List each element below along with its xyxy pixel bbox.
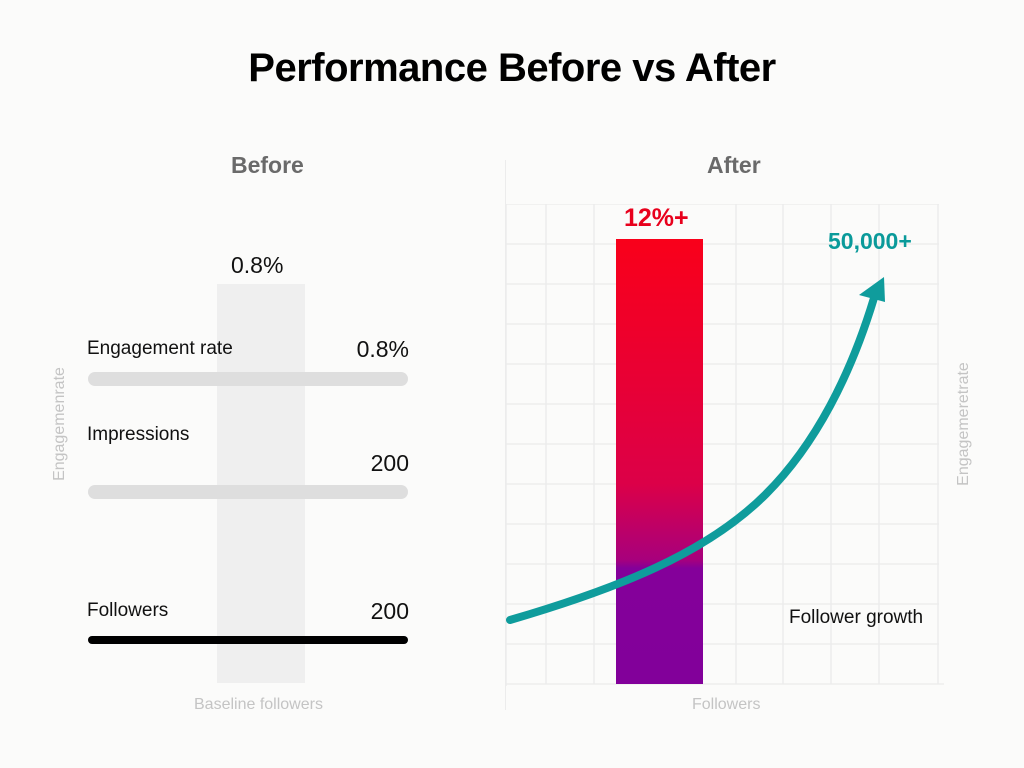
- engagement-rate-value: 0.8%: [356, 336, 409, 362]
- engagement-bar: [616, 239, 703, 684]
- engagement-bar-value: 12%+: [624, 204, 689, 232]
- followers-label: Followers: [87, 600, 169, 621]
- follower-growth-value: 50,000+: [828, 228, 912, 254]
- followers-bar: [88, 636, 408, 644]
- impressions-label: Impressions: [87, 424, 190, 445]
- follower-growth-legend: Follower growth: [789, 607, 924, 628]
- impressions-value: 200: [370, 450, 409, 476]
- engagement-rate-bar: [88, 372, 408, 386]
- after-panel-title: After: [707, 152, 761, 178]
- baseline-value-label: 0.8%: [231, 252, 284, 278]
- grid-lines: [506, 204, 944, 686]
- before-y-axis-label: Engagemenrate: [51, 367, 68, 481]
- baseline-column: [217, 284, 305, 683]
- after-chart-plot: [506, 204, 944, 686]
- after-y-axis-label: Engagemeretrate: [955, 362, 972, 486]
- before-panel-title: Before: [231, 152, 304, 178]
- impressions-bar: [88, 485, 408, 499]
- before-x-axis-label: Baseline followers: [194, 696, 323, 713]
- engagement-rate-label: Engagement rate: [87, 338, 233, 359]
- followers-value: 200: [370, 598, 409, 624]
- follower-growth-curve: [506, 294, 878, 624]
- chart-title: Performance Before vs After: [248, 46, 776, 90]
- arrow-head-icon: [859, 277, 885, 302]
- after-x-axis-label: Followers: [692, 696, 761, 713]
